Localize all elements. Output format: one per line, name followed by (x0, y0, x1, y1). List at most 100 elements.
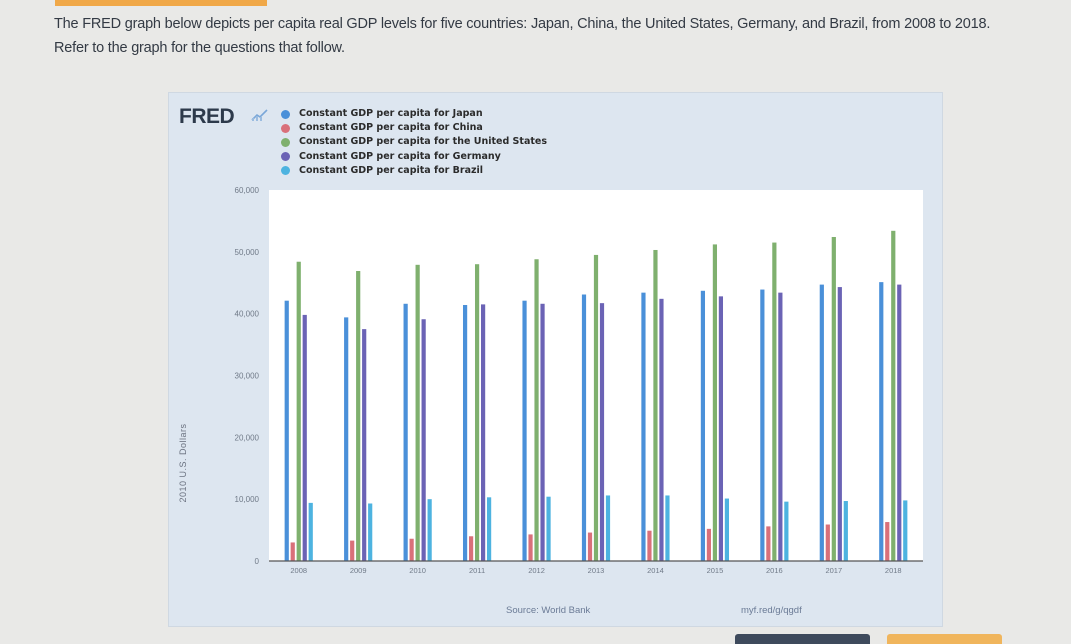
bar (486, 497, 492, 561)
question-text: The FRED graph below depicts per capita … (54, 12, 1054, 60)
bar (706, 528, 712, 561)
bar (724, 498, 730, 561)
bar (403, 303, 408, 561)
legend-label: Constant GDP per capita for China (299, 122, 483, 134)
fred-logo: FRED (179, 105, 235, 128)
fred-chart-icon (251, 109, 268, 121)
bar (546, 496, 551, 561)
y-axis-label: 2010 U.S. Dollars (178, 423, 188, 503)
legend-label: Constant GDP per capita for Germany (299, 150, 501, 162)
y-tick-label: 40,000 (235, 310, 260, 319)
y-tick-label: 20,000 (235, 433, 260, 442)
bar-chart-plot: 0 10,000 20,000 30,000 40,000 50,000 60,000 200… (235, 186, 923, 575)
x-tick-label: 2016 (766, 566, 783, 575)
bottom-button-dark[interactable] (735, 634, 870, 644)
legend-label: Constant GDP per capita for Brazil (299, 164, 484, 176)
legend-marker-icon (281, 123, 290, 133)
bar (356, 271, 361, 561)
legend-marker-icon (281, 152, 290, 162)
bar (474, 264, 480, 561)
bar (308, 502, 313, 561)
chart-legend: Constant GDP per capita for Japan Constan… (281, 107, 547, 178)
bar (831, 236, 836, 561)
bar (421, 319, 426, 561)
x-tick-label: 2014 (647, 566, 664, 575)
bar (897, 284, 902, 561)
bar (760, 289, 765, 561)
bar (344, 317, 349, 561)
bar (843, 501, 848, 561)
bar (647, 530, 652, 561)
bar (284, 300, 289, 561)
bar (891, 230, 896, 561)
bar (819, 284, 824, 561)
legend-label: Constant GDP per capita for the United S… (299, 136, 547, 148)
bar (581, 294, 587, 561)
legend-item: Constant GDP per capita for China (281, 121, 547, 135)
bar (462, 305, 468, 561)
x-tick-label: 2013 (588, 566, 605, 575)
legend-item: Constant GDP per capita for Germany (281, 150, 547, 164)
x-tick-label: 2008 (290, 566, 307, 575)
bar (885, 522, 890, 561)
bar (605, 495, 611, 561)
bar (665, 495, 670, 561)
bar (772, 242, 777, 561)
bar (587, 532, 593, 561)
bar (903, 500, 908, 561)
legend-marker-icon (281, 109, 290, 119)
bar (599, 303, 605, 561)
bottom-button-orange[interactable] (887, 634, 1002, 644)
bar (409, 538, 414, 561)
top-accent-bar (55, 0, 267, 6)
y-tick-label: 50,000 (235, 248, 260, 257)
y-tick-label: 60,000 (235, 186, 260, 195)
x-tick-label: 2018 (885, 566, 902, 575)
fred-graph: FRED Constant GDP per capita for Japan Co… (168, 92, 943, 627)
y-tick-label: 10,000 (235, 495, 260, 504)
question-line-1: The FRED graph below depicts per capita … (54, 16, 991, 32)
bar (641, 292, 646, 561)
source-credit: Source: World Bank (506, 605, 591, 616)
bar (296, 261, 301, 561)
y-tick-label: 0 (255, 557, 260, 566)
legend-item: Constant GDP per capita for Brazil (281, 164, 547, 178)
bar (879, 282, 884, 561)
bar (712, 244, 718, 561)
bar (302, 314, 307, 561)
bar (778, 292, 783, 561)
legend-label: Constant GDP per capita for Japan (299, 108, 483, 119)
short-link[interactable]: myf.red/g/qgdf (741, 605, 802, 616)
legend-item: Constant GDP per capita for the United S… (281, 135, 547, 149)
bar (653, 249, 658, 561)
legend-marker-icon (281, 166, 290, 176)
bar (427, 499, 432, 561)
bar (468, 536, 474, 561)
x-tick-label: 2017 (825, 566, 842, 575)
bar (718, 296, 724, 561)
bar (534, 259, 539, 561)
x-tick-label: 2015 (707, 566, 724, 575)
bar (350, 540, 355, 561)
bar (700, 290, 706, 561)
bar (659, 298, 664, 561)
x-tick-label: 2010 (409, 566, 426, 575)
legend-item: Constant GDP per capita for Japan (281, 107, 547, 121)
bar (528, 534, 533, 561)
bar (368, 503, 373, 561)
y-tick-label: 30,000 (235, 372, 260, 381)
x-tick-label: 2009 (350, 566, 367, 575)
bar (784, 501, 789, 561)
bar (290, 542, 295, 561)
bar (593, 254, 599, 562)
x-tick-label: 2012 (528, 566, 545, 575)
bar (480, 304, 486, 561)
bar (837, 287, 842, 561)
bar (362, 329, 367, 561)
legend-marker-icon (281, 138, 290, 147)
bar (825, 524, 830, 561)
bar (415, 264, 420, 561)
bar (522, 300, 527, 561)
question-line-2: Refer to the graph for the questions tha… (54, 40, 345, 56)
bar (540, 303, 545, 561)
